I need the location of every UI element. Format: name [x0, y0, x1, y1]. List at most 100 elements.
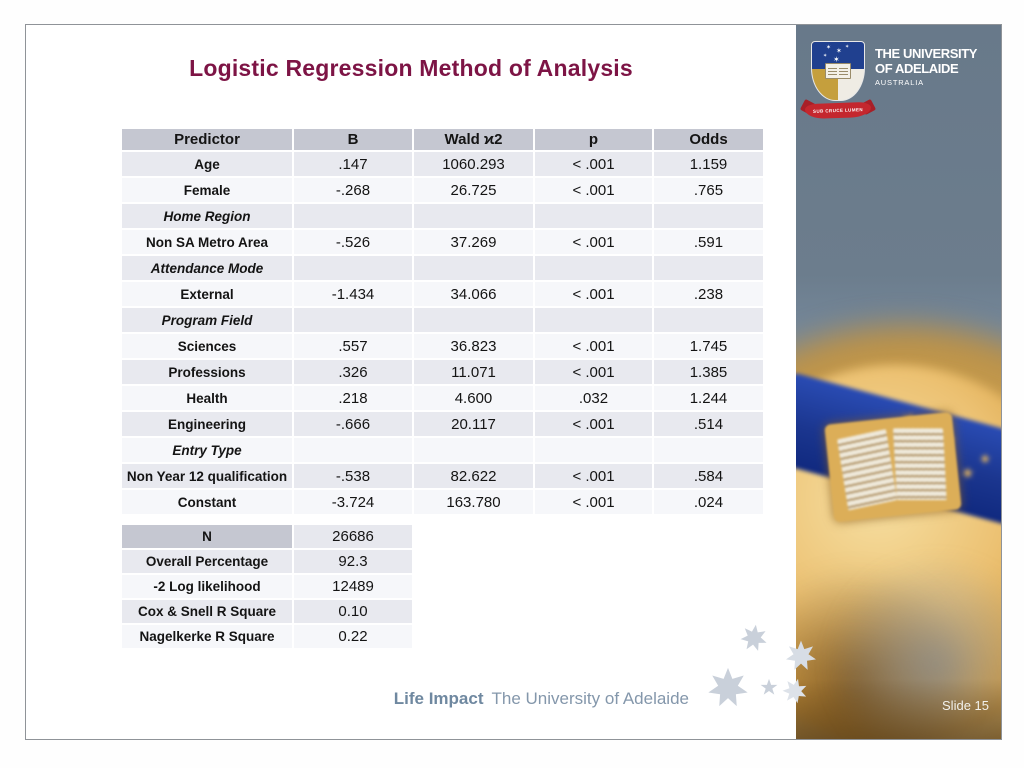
- section-header-cell: Home Region: [122, 204, 292, 228]
- odds-value-cell: .024: [654, 490, 763, 514]
- footer-university-label: The University of Adelaide: [491, 689, 690, 708]
- small-star-icon: [760, 678, 778, 695]
- stat-value-cell: 0.22: [294, 625, 412, 648]
- b-value-cell: [294, 438, 412, 462]
- regression-table: Predictor B Wald ϰ2 p Odds Age .147 1060.293 < .…: [122, 129, 763, 514]
- logo-line3: AUSTRALIA: [875, 78, 924, 87]
- b-value-cell: [294, 256, 412, 280]
- section-header-cell: Program Field: [122, 308, 292, 332]
- p-value-cell: [535, 204, 652, 228]
- odds-value-cell: .765: [654, 178, 763, 202]
- odds-value-cell: [654, 308, 763, 332]
- column-header: Wald ϰ2: [414, 129, 533, 150]
- odds-value-cell: .514: [654, 412, 763, 436]
- odds-value-cell: [654, 256, 763, 280]
- stat-value-cell: 0.10: [294, 600, 412, 623]
- book-page: [892, 428, 947, 501]
- crest-star-icon: ✶: [823, 53, 828, 59]
- slide: Logistic Regression Method of Analysis P…: [25, 24, 1002, 740]
- right-panel: ✶ ✶ ✶ ✶ ✶ ✶ ✶: [796, 25, 1001, 739]
- logo-line2: OF ADELAIDE: [875, 61, 959, 76]
- stat-label-cell: Overall Percentage: [122, 550, 292, 573]
- stat-value-cell: 92.3: [294, 550, 412, 573]
- predictor-cell: Constant: [122, 490, 292, 514]
- wald-value-cell: 26.725: [414, 178, 533, 202]
- predictor-cell: Age: [122, 152, 292, 176]
- stat-label-cell: -2 Log likelihood: [122, 575, 292, 598]
- p-value-cell: .032: [535, 386, 652, 410]
- stat-value-cell: 12489: [294, 575, 412, 598]
- odds-value-cell: 1.244: [654, 386, 763, 410]
- footer-brand-label: Life Impact: [393, 689, 484, 708]
- federation-star-icon: [740, 624, 767, 651]
- federation-star-icon: [786, 640, 816, 670]
- predictor-cell: External: [122, 282, 292, 306]
- wald-value-cell: 34.066: [414, 282, 533, 306]
- column-header: Predictor: [122, 129, 292, 150]
- crest-shield: ✶ ✶ ✶ ✶ ✶: [811, 41, 865, 101]
- p-value-cell: [535, 308, 652, 332]
- predictor-cell: Female: [122, 178, 292, 202]
- odds-value-cell: 1.385: [654, 360, 763, 384]
- column-header: Odds: [654, 129, 763, 150]
- crest-star-icon: ✶: [836, 48, 842, 55]
- university-logo: ✶ ✶ ✶ ✶ ✶ SUB CRUCE LUMEN: [799, 41, 977, 133]
- b-value-cell: -.268: [294, 178, 412, 202]
- p-value-cell: < .001: [535, 412, 652, 436]
- stat-label-cell: Cox & Snell R Square: [122, 600, 292, 623]
- crest-star-icon: ✶: [826, 45, 832, 51]
- southern-cross-star-icon: ✶: [975, 448, 995, 471]
- odds-value-cell: 1.745: [654, 334, 763, 358]
- university-wordmark: THE UNIVERSITY OF ADELAIDE AUSTRALIA: [875, 46, 977, 133]
- predictor-cell: Engineering: [122, 412, 292, 436]
- p-value-cell: < .001: [535, 282, 652, 306]
- p-value-cell: < .001: [535, 178, 652, 202]
- b-value-cell: -3.724: [294, 490, 412, 514]
- odds-value-cell: 1.159: [654, 152, 763, 176]
- b-value-cell: .218: [294, 386, 412, 410]
- predictor-cell: Non Year 12 qualification: [122, 464, 292, 488]
- p-value-cell: [535, 256, 652, 280]
- predictor-cell: Non SA Metro Area: [122, 230, 292, 254]
- federation-star-icon: [708, 667, 748, 707]
- open-book-engraving: [824, 411, 962, 523]
- stat-label-cell: Nagelkerke R Square: [122, 625, 292, 648]
- column-header: B: [294, 129, 412, 150]
- wald-value-cell: 82.622: [414, 464, 533, 488]
- crest-motto-ribbon: SUB CRUCE LUMEN: [804, 101, 872, 120]
- wald-value-cell: 163.780: [414, 490, 533, 514]
- wald-value-cell: [414, 256, 533, 280]
- stat-value-cell: 26686: [294, 525, 412, 548]
- b-value-cell: -.666: [294, 412, 412, 436]
- wald-value-cell: 1060.293: [414, 152, 533, 176]
- b-value-cell: [294, 204, 412, 228]
- p-value-cell: [535, 438, 652, 462]
- wald-value-cell: 37.269: [414, 230, 533, 254]
- b-value-cell: .326: [294, 360, 412, 384]
- odds-value-cell: .591: [654, 230, 763, 254]
- wald-value-cell: 36.823: [414, 334, 533, 358]
- footer-tagline: Life Impact The University of Adelaide: [394, 689, 689, 711]
- slide-number: Slide 15: [942, 698, 989, 713]
- odds-value-cell: .238: [654, 282, 763, 306]
- p-value-cell: < .001: [535, 490, 652, 514]
- predictor-cell: Health: [122, 386, 292, 410]
- column-header: p: [535, 129, 652, 150]
- p-value-cell: < .001: [535, 360, 652, 384]
- predictor-cell: Sciences: [122, 334, 292, 358]
- b-value-cell: -.526: [294, 230, 412, 254]
- logo-line1: THE UNIVERSITY: [875, 46, 978, 61]
- stat-label-cell: N: [122, 525, 292, 548]
- wald-value-cell: 20.117: [414, 412, 533, 436]
- b-value-cell: -.538: [294, 464, 412, 488]
- p-value-cell: < .001: [535, 230, 652, 254]
- p-value-cell: < .001: [535, 464, 652, 488]
- slide-title: Logistic Regression Method of Analysis: [189, 55, 633, 81]
- section-header-cell: Entry Type: [122, 438, 292, 462]
- b-value-cell: .557: [294, 334, 412, 358]
- odds-value-cell: .584: [654, 464, 763, 488]
- b-value-cell: [294, 308, 412, 332]
- southern-cross-star-icon: ✶: [956, 462, 978, 487]
- wald-value-cell: [414, 438, 533, 462]
